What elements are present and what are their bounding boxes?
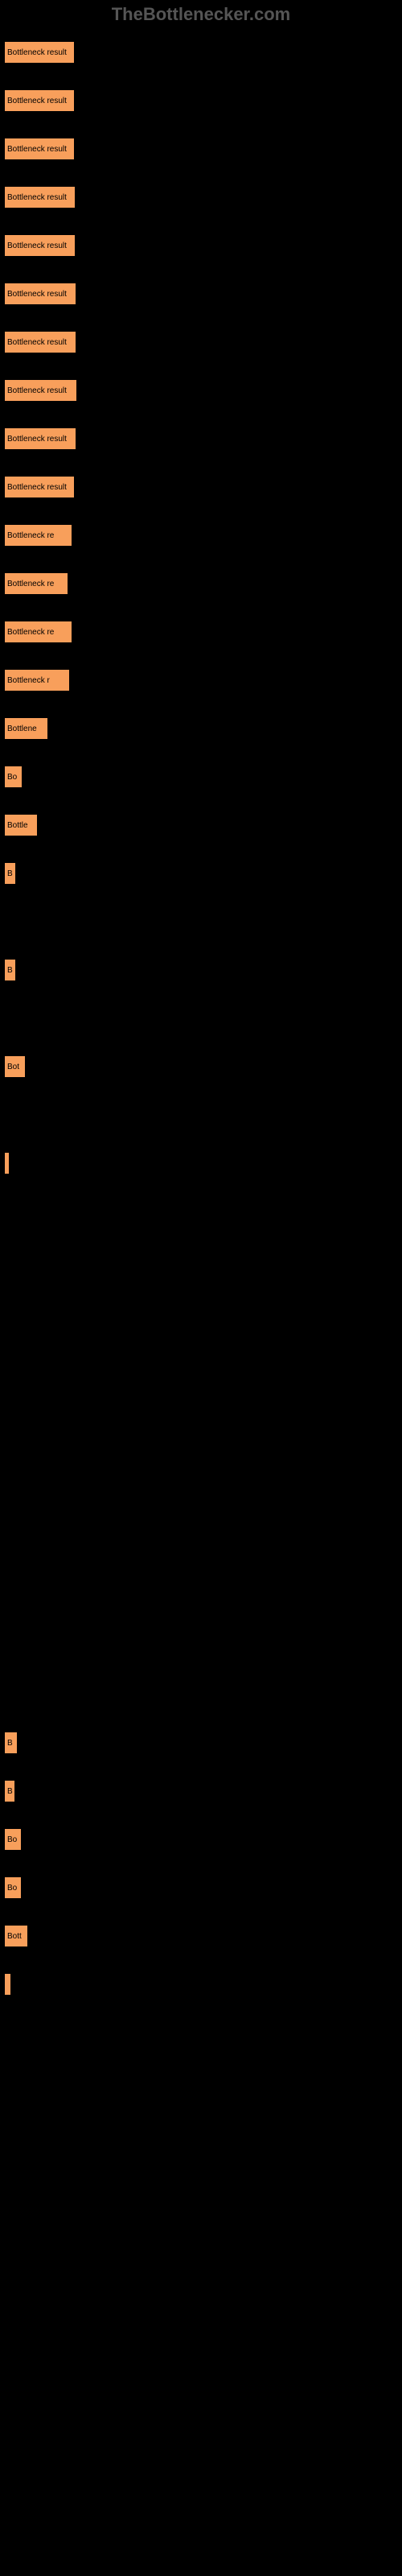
bar-row xyxy=(4,1490,402,1513)
bar-row xyxy=(4,1635,402,1657)
bar-row xyxy=(4,1152,402,1174)
bar-row: Bottleneck result xyxy=(4,138,402,160)
bar-chart: Bottleneck result Bottleneck result Bottle… xyxy=(0,41,402,1996)
bar-row: Bottleneck result xyxy=(4,89,402,112)
bar-row: B xyxy=(4,959,402,981)
bar-row: Bottleneck r xyxy=(4,669,402,691)
bar-row xyxy=(4,1973,402,1996)
bar-row: Bottleneck result xyxy=(4,283,402,305)
bar: Bottleneck result xyxy=(4,379,77,402)
bar: Bottleneck re xyxy=(4,572,68,595)
bar-row xyxy=(4,1345,402,1368)
bar: Bottleneck re xyxy=(4,621,72,643)
bar-row: Bottleneck re xyxy=(4,621,402,643)
bar-row xyxy=(4,1393,402,1416)
bar xyxy=(4,1152,10,1174)
bar: Bottleneck result xyxy=(4,283,76,305)
bar-row xyxy=(4,1200,402,1223)
bar-row: B xyxy=(4,1732,402,1754)
bar-row xyxy=(4,1007,402,1030)
bar-row xyxy=(4,910,402,933)
bar: Bottleneck result xyxy=(4,138,75,160)
bar: Bottleneck re xyxy=(4,524,72,547)
bar-row: Bo xyxy=(4,766,402,788)
bar-row xyxy=(4,1442,402,1464)
bar-row: Bo xyxy=(4,1828,402,1851)
bar: Bottlene xyxy=(4,717,48,740)
bar: Bo xyxy=(4,766,23,788)
bar-row: Bottleneck result xyxy=(4,234,402,257)
bar-row: B xyxy=(4,862,402,885)
bar-row xyxy=(4,1297,402,1319)
bar-row xyxy=(4,1249,402,1271)
bar-row: Bottleneck re xyxy=(4,524,402,547)
bar-row: Bot xyxy=(4,1055,402,1078)
bar xyxy=(4,1973,11,1996)
bar-row xyxy=(4,1538,402,1561)
bar: Bottleneck result xyxy=(4,234,76,257)
bar-row: Bottleneck result xyxy=(4,476,402,498)
bar-row xyxy=(4,1104,402,1126)
bar-row: Bottlene xyxy=(4,717,402,740)
bar: Bottleneck result xyxy=(4,89,75,112)
bar: B xyxy=(4,1732,18,1754)
bar: Bo xyxy=(4,1828,22,1851)
bar-row: Bottleneck result xyxy=(4,379,402,402)
watermark-text: TheBottlenecker.com xyxy=(0,0,402,41)
bar: Bottleneck result xyxy=(4,427,76,450)
bar-row: Bottleneck re xyxy=(4,572,402,595)
bar: Bo xyxy=(4,1876,22,1899)
bar: Bot xyxy=(4,1055,26,1078)
bar-row: Bottleneck result xyxy=(4,186,402,208)
bar-row: Bottle xyxy=(4,814,402,836)
bar: Bottleneck result xyxy=(4,186,76,208)
bar: Bott xyxy=(4,1925,28,1947)
bar: Bottleneck result xyxy=(4,476,75,498)
bar-row xyxy=(4,1683,402,1706)
bar-row: B xyxy=(4,1780,402,1802)
bar: Bottleneck result xyxy=(4,41,75,64)
bar-row: Bottleneck result xyxy=(4,427,402,450)
bar-row: Bo xyxy=(4,1876,402,1899)
bar: B xyxy=(4,959,16,981)
bar: Bottle xyxy=(4,814,38,836)
bar: Bottleneck result xyxy=(4,331,76,353)
bar-row xyxy=(4,1587,402,1609)
bar-row: Bottleneck result xyxy=(4,41,402,64)
bar-row: Bott xyxy=(4,1925,402,1947)
bar-row: Bottleneck result xyxy=(4,331,402,353)
bar: B xyxy=(4,1780,15,1802)
bar: Bottleneck r xyxy=(4,669,70,691)
bar: B xyxy=(4,862,16,885)
